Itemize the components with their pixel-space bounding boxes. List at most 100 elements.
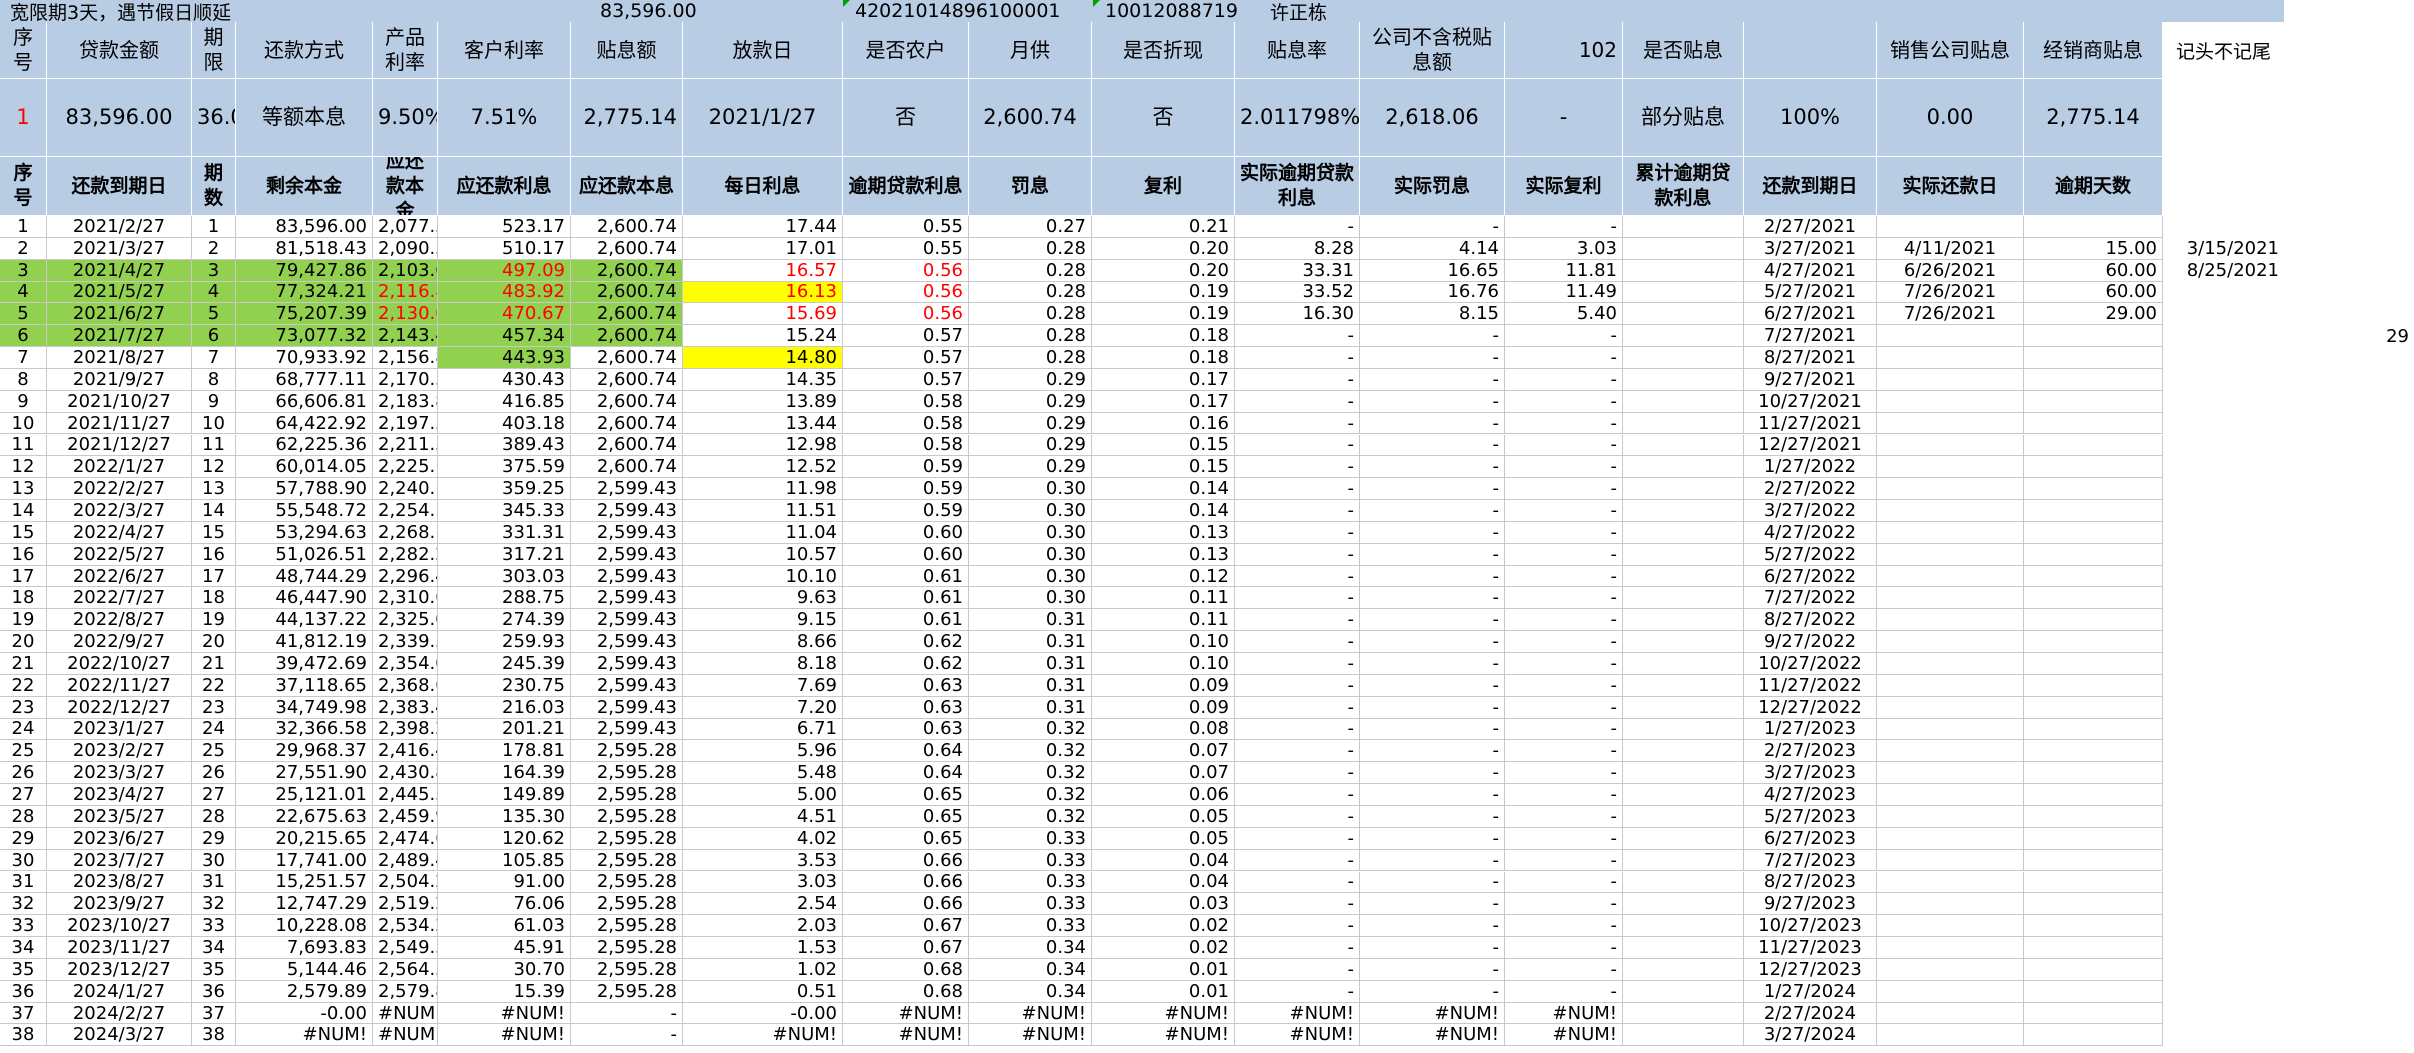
- row-12-col-12[interactable]: -: [1360, 456, 1505, 479]
- row-24-col-6[interactable]: 2,599.43: [571, 718, 683, 741]
- row-38-col-10[interactable]: #NUM!: [1092, 1024, 1235, 1047]
- row-17-col-12[interactable]: -: [1360, 565, 1505, 588]
- row-26-col-18[interactable]: [2163, 762, 2284, 784]
- row-12-col-0[interactable]: 12: [0, 456, 47, 479]
- row-4-col-2[interactable]: 4: [192, 281, 236, 304]
- row-11-col-8[interactable]: 0.58: [843, 434, 969, 457]
- row-15-col-16[interactable]: [1877, 521, 2024, 544]
- row-23-col-0[interactable]: 23: [0, 696, 47, 719]
- summary-col-1[interactable]: 83,596.00: [47, 79, 192, 157]
- row-31-col-14[interactable]: [1623, 871, 1744, 894]
- row-32-col-13[interactable]: -: [1505, 893, 1623, 916]
- row-11-col-1[interactable]: 2021/12/27: [47, 434, 192, 457]
- row-21-col-14[interactable]: [1623, 653, 1744, 675]
- row-24-col-16[interactable]: [1877, 718, 2024, 741]
- row-37-col-7[interactable]: -0.00: [683, 1002, 843, 1025]
- row-8-col-6[interactable]: 2,600.74: [571, 368, 683, 391]
- row-27-col-19[interactable]: [2284, 784, 2414, 806]
- row-19-col-16[interactable]: [1877, 609, 2024, 632]
- row-14-col-6[interactable]: 2,599.43: [571, 500, 683, 522]
- row-8-col-17[interactable]: [2024, 368, 2163, 391]
- row-5-col-5[interactable]: 470.67: [438, 303, 571, 326]
- row-16-col-6[interactable]: 2,599.43: [571, 543, 683, 566]
- row-26-col-16[interactable]: [1877, 762, 2024, 785]
- row-5-col-8[interactable]: 0.56: [843, 303, 969, 326]
- row-36-col-12[interactable]: -: [1360, 980, 1505, 1003]
- summary-col-0[interactable]: 1: [0, 79, 47, 157]
- row-6-col-9[interactable]: 0.28: [969, 325, 1092, 348]
- header1-col-2[interactable]: 期限: [192, 22, 236, 79]
- row-28-col-5[interactable]: 135.30: [438, 805, 571, 828]
- row-20-col-2[interactable]: 20: [192, 631, 236, 653]
- header1-col-16[interactable]: 销售公司贴息: [1877, 22, 2024, 79]
- row-9-col-5[interactable]: 416.85: [438, 390, 571, 413]
- row-2-col-16[interactable]: 4/11/2021: [1877, 237, 2024, 260]
- row-12-col-10[interactable]: 0.15: [1092, 456, 1235, 479]
- row-37-col-19[interactable]: [2284, 1003, 2414, 1025]
- row-28-col-17[interactable]: [2024, 805, 2163, 828]
- row-23-col-14[interactable]: [1623, 696, 1744, 719]
- row-38-col-16[interactable]: [1877, 1024, 2024, 1047]
- row-13-col-9[interactable]: 0.30: [969, 478, 1092, 501]
- row-14-col-10[interactable]: 0.14: [1092, 500, 1235, 522]
- row-32-col-14[interactable]: [1623, 893, 1744, 916]
- row-37-col-0[interactable]: 37: [0, 1002, 47, 1025]
- row-25-col-3[interactable]: 29,968.37: [236, 740, 373, 763]
- row-32-col-2[interactable]: 32: [192, 893, 236, 916]
- row-23-col-13[interactable]: -: [1505, 696, 1623, 719]
- row-5-col-3[interactable]: 75,207.39: [236, 303, 373, 326]
- row-11-col-4[interactable]: 2,211.31: [373, 434, 438, 457]
- row-24-col-5[interactable]: 201.21: [438, 718, 571, 741]
- row-19-col-2[interactable]: 19: [192, 609, 236, 632]
- row-8-col-5[interactable]: 430.43: [438, 368, 571, 391]
- row-17-col-17[interactable]: [2024, 565, 2163, 588]
- row-28-col-15[interactable]: 5/27/2023: [1744, 805, 1877, 828]
- row-16-col-8[interactable]: 0.60: [843, 543, 969, 566]
- row-20-col-18[interactable]: [2163, 631, 2284, 653]
- row-5-col-6[interactable]: 2,600.74: [571, 303, 683, 326]
- row-36-col-0[interactable]: 36: [0, 980, 47, 1003]
- row-1-col-11[interactable]: -: [1235, 216, 1360, 238]
- row-33-col-19[interactable]: [2284, 915, 2414, 937]
- row-12-col-18[interactable]: [2163, 456, 2284, 478]
- row-12-col-5[interactable]: 375.59: [438, 456, 571, 479]
- row-23-col-4[interactable]: 2,383.40: [373, 696, 438, 719]
- row-23-col-1[interactable]: 2022/12/27: [47, 696, 192, 719]
- summary-col-4[interactable]: 9.50%: [373, 79, 438, 157]
- row-8-col-8[interactable]: 0.57: [843, 368, 969, 391]
- row-8-col-14[interactable]: [1623, 368, 1744, 391]
- row-4-col-17[interactable]: 60.00: [2024, 281, 2163, 304]
- row-16-col-17[interactable]: [2024, 543, 2163, 566]
- row-6-col-18[interactable]: [2163, 325, 2284, 347]
- header1-col-1[interactable]: 贷款金额: [47, 22, 192, 79]
- row-16-col-18[interactable]: [2163, 544, 2284, 566]
- row-31-col-3[interactable]: 15,251.57: [236, 871, 373, 894]
- summary-col-17[interactable]: 2,775.14: [2024, 79, 2163, 157]
- row-21-col-2[interactable]: 21: [192, 653, 236, 675]
- row-12-col-7[interactable]: 12.52: [683, 456, 843, 479]
- row-31-col-5[interactable]: 91.00: [438, 871, 571, 894]
- row-22-col-13[interactable]: -: [1505, 674, 1623, 697]
- row-23-col-19[interactable]: [2284, 697, 2414, 719]
- row-34-col-12[interactable]: -: [1360, 937, 1505, 959]
- row-33-col-15[interactable]: 10/27/2023: [1744, 915, 1877, 938]
- row-12-col-6[interactable]: 2,600.74: [571, 456, 683, 479]
- row-5-col-14[interactable]: [1623, 303, 1744, 326]
- row-15-col-18[interactable]: [2163, 522, 2284, 544]
- row-26-col-3[interactable]: 27,551.90: [236, 762, 373, 785]
- row-1-col-17[interactable]: [2024, 216, 2163, 238]
- row-19-col-5[interactable]: 274.39: [438, 609, 571, 632]
- row-36-col-17[interactable]: [2024, 980, 2163, 1003]
- row-35-col-14[interactable]: [1623, 958, 1744, 981]
- row-26-col-14[interactable]: [1623, 762, 1744, 785]
- row-1-col-14[interactable]: [1623, 216, 1744, 238]
- row-25-col-8[interactable]: 0.64: [843, 740, 969, 763]
- row-31-col-17[interactable]: [2024, 871, 2163, 894]
- row-27-col-17[interactable]: [2024, 784, 2163, 806]
- row-17-col-19[interactable]: [2284, 566, 2414, 588]
- header1-col-6[interactable]: 贴息额: [571, 22, 683, 79]
- row-6-col-8[interactable]: 0.57: [843, 325, 969, 348]
- row-20-col-1[interactable]: 2022/9/27: [47, 631, 192, 653]
- row-7-col-1[interactable]: 2021/8/27: [47, 347, 192, 369]
- row-36-col-15[interactable]: 1/27/2024: [1744, 980, 1877, 1003]
